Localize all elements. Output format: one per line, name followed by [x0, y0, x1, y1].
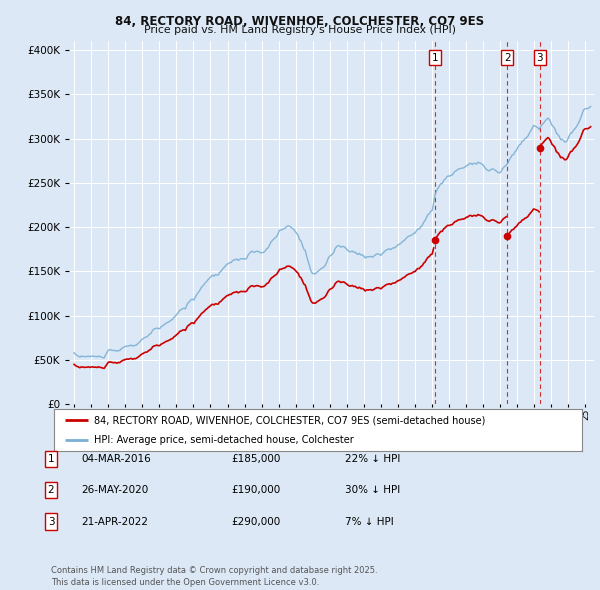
Text: 2: 2 — [504, 53, 511, 63]
Text: £185,000: £185,000 — [231, 454, 280, 464]
Text: 84, RECTORY ROAD, WIVENHOE, COLCHESTER, CO7 9ES: 84, RECTORY ROAD, WIVENHOE, COLCHESTER, … — [115, 15, 485, 28]
Text: £190,000: £190,000 — [231, 486, 280, 495]
Text: 04-MAR-2016: 04-MAR-2016 — [81, 454, 151, 464]
Text: 2: 2 — [47, 486, 55, 495]
Text: 22% ↓ HPI: 22% ↓ HPI — [345, 454, 400, 464]
Text: 1: 1 — [431, 53, 438, 63]
Text: Price paid vs. HM Land Registry's House Price Index (HPI): Price paid vs. HM Land Registry's House … — [144, 25, 456, 35]
Text: 7% ↓ HPI: 7% ↓ HPI — [345, 517, 394, 526]
Text: 30% ↓ HPI: 30% ↓ HPI — [345, 486, 400, 495]
Text: 3: 3 — [536, 53, 543, 63]
Text: 26-MAY-2020: 26-MAY-2020 — [81, 486, 148, 495]
Text: 21-APR-2022: 21-APR-2022 — [81, 517, 148, 526]
Text: 3: 3 — [47, 517, 55, 526]
Text: 1: 1 — [47, 454, 55, 464]
Text: £290,000: £290,000 — [231, 517, 280, 526]
Text: 84, RECTORY ROAD, WIVENHOE, COLCHESTER, CO7 9ES (semi-detached house): 84, RECTORY ROAD, WIVENHOE, COLCHESTER, … — [94, 415, 485, 425]
Text: HPI: Average price, semi-detached house, Colchester: HPI: Average price, semi-detached house,… — [94, 435, 353, 445]
Text: Contains HM Land Registry data © Crown copyright and database right 2025.
This d: Contains HM Land Registry data © Crown c… — [51, 566, 377, 587]
